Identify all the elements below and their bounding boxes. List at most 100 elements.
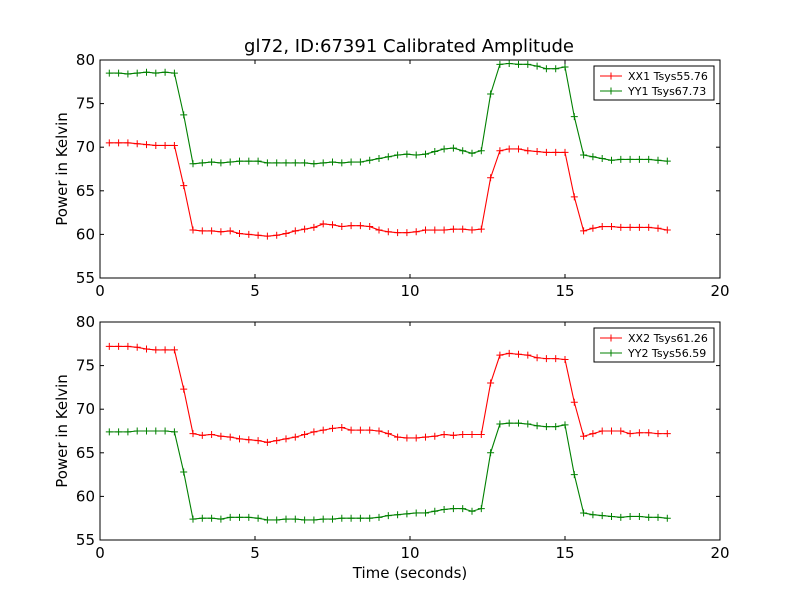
top-series-1-point [236,157,243,165]
top-series-1-point [161,68,169,76]
bottom-series-0-line [109,345,668,443]
bottom-series-0-point [347,426,355,434]
bottom-series-0-point [180,385,188,393]
bottom-series-0-point [282,435,290,443]
bottom-legend: XX2 Tsys61.26 YY2 Tsys56.59 [593,327,715,363]
top-series-0-point [301,225,309,233]
top-series-1-point [608,156,615,164]
top-series-0-point [319,220,327,228]
bottom-series-1-point [542,423,550,431]
bottom-series-0-point [635,429,643,437]
bottom-series-1-point [487,449,495,457]
top-series-1-point [663,157,671,165]
top-series-0-point [217,228,225,236]
bottom-series-1-point [273,516,281,524]
top-series-0-point [505,145,513,153]
bottom-series-1-point [570,471,578,479]
top-series-1-point [403,150,411,158]
top-series-1-point [580,151,588,159]
bottom-legend-label-1: YY2 Tsys56.59 [627,347,706,360]
top-series-1-point [459,147,467,155]
bottom-series-1-point [198,514,206,522]
bottom-series-1-point [552,423,560,431]
top-series-1-point [552,65,560,73]
top-x-tick-label: 15 [555,282,574,300]
bottom-series-1-point [301,516,309,524]
bottom-series-0-point [226,433,234,441]
top-series-0-point [291,227,299,235]
top-series-0-point [115,139,123,147]
bottom-series-1-point [459,505,467,513]
bottom-series-0-point [143,345,150,353]
top-series-0-point [561,148,569,156]
bottom-series-0-point [161,346,169,354]
top-series-1-point [143,68,150,76]
top-series-1-point [422,150,429,158]
bottom-legend-marker-1 [607,349,615,357]
top-series-1-point [208,158,216,166]
bottom-x-tick-label: 15 [555,544,574,562]
top-series-1-point [273,159,281,167]
top-x-tick-label: 10 [400,282,419,300]
top-series-1-point [198,159,206,167]
bottom-series-0-point [263,438,271,446]
top-series-0-point [236,230,243,238]
top-series-1-point [347,158,355,166]
top-series-1-point [105,69,113,77]
top-series-0-point [329,221,336,229]
bottom-subplot: Power in Kelvin 0 5 10 15 20 55 60 65 70 75 80 XX2… [53,313,730,562]
bottom-series-1-point [431,507,439,515]
bottom-series-1-point [347,514,355,522]
bottom-series-0-point [152,346,160,354]
bottom-series-1-point [645,513,653,521]
top-series-1-point [412,151,420,159]
top-series-0-point [533,148,541,156]
top-series-0-point [189,226,197,234]
top-y-tick-label: 65 [76,182,95,200]
bottom-series-1-point [449,505,457,513]
bottom-series-0-point [617,427,625,435]
top-series-0-point [273,231,281,239]
top-series-1-point [542,65,550,73]
top-y-tick-label: 70 [76,138,95,156]
bottom-series-0-point [310,428,318,436]
top-series-0-point [161,141,169,149]
bottom-series-1-point [105,428,113,436]
bottom-series-1-point [152,427,160,435]
top-series-0-point [496,147,504,155]
bottom-series-0-point [319,426,327,434]
bottom-series-1-point [515,419,522,427]
bottom-series-1-point [533,422,541,430]
top-series-1-point [515,60,522,68]
top-series-1-point [115,69,123,77]
bottom-series-0-point [608,427,615,435]
bottom-series-1-point [626,512,634,520]
bottom-series-1-point [161,427,169,435]
top-series-0-point [143,141,150,149]
top-series-0-point [598,223,606,231]
top-series-0-point [440,226,448,234]
top-series-1-point [282,159,290,167]
bottom-y-tick-label: 80 [76,313,95,331]
bottom-series-0-point [356,426,364,434]
figure-title: gl72, ID:67391 Calibrated Amplitude [244,36,574,57]
bottom-series-0-point [515,350,522,358]
top-series-1-point [189,160,197,168]
top-x-tick-label: 0 [95,282,105,300]
bottom-series-1-point [282,515,290,523]
top-series-0-point [524,147,532,155]
bottom-series-1-point [124,428,132,436]
bottom-series-1-point [403,510,411,518]
top-series-0-point [208,227,216,235]
top-series-0-point [375,226,383,234]
top-series-1-point [375,155,383,163]
bottom-series-1-point [217,515,225,523]
bottom-series-1-point [608,512,615,520]
bottom-series-1-point [580,509,588,517]
top-series-0-point [412,228,420,236]
top-series-1-point [226,158,234,166]
top-series-0-point [449,225,457,233]
top-series-0-point [580,227,588,235]
top-series-0-point [263,232,271,240]
top-series-0-point [254,231,262,239]
